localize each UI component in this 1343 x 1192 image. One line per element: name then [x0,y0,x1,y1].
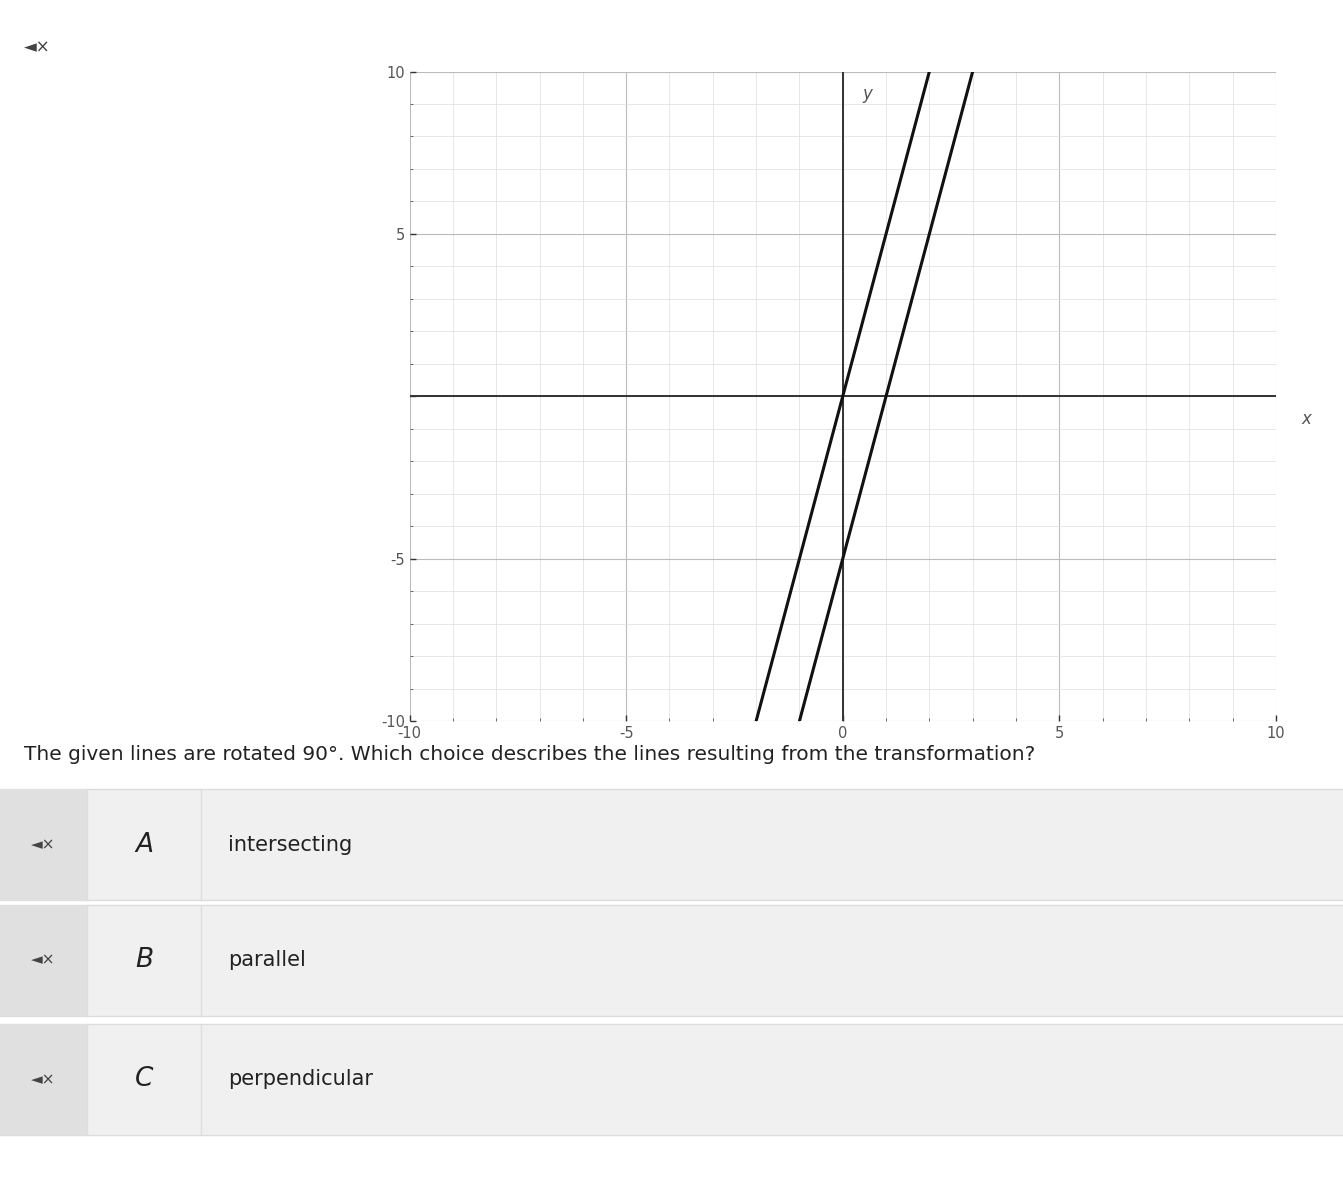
Text: parallel: parallel [228,950,306,970]
Text: ◄×: ◄× [24,38,51,56]
Text: C: C [136,1067,153,1092]
Text: ◄×: ◄× [31,952,56,968]
Text: B: B [136,948,153,973]
Text: perpendicular: perpendicular [228,1069,373,1089]
Text: The given lines are rotated 90°. Which choice describes the lines resulting from: The given lines are rotated 90°. Which c… [24,745,1035,764]
Text: ◄×: ◄× [31,837,56,852]
Text: intersecting: intersecting [228,834,353,855]
Text: A: A [136,832,153,857]
Text: x: x [1301,410,1311,428]
Text: ◄×: ◄× [31,1072,56,1087]
Text: y: y [862,86,872,104]
